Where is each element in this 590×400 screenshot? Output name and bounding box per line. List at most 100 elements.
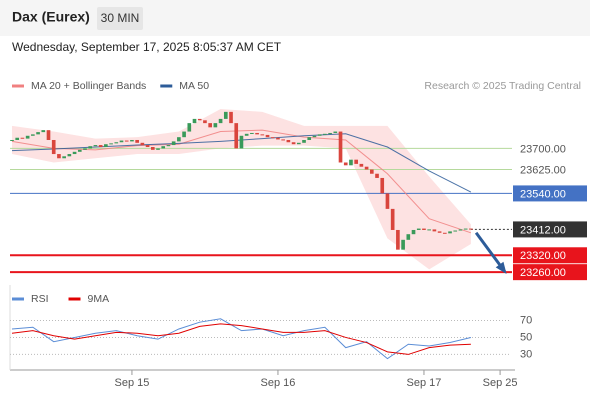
candle bbox=[427, 229, 431, 231]
legend-label: MA 50 bbox=[179, 80, 209, 92]
candle bbox=[150, 147, 155, 150]
price-label: 23320.00 bbox=[520, 250, 566, 262]
legend-label: 9MA bbox=[88, 293, 110, 305]
candle bbox=[270, 137, 275, 139]
candle bbox=[25, 135, 30, 139]
y-tick-label: 50 bbox=[520, 331, 532, 343]
y-tick-label: 70 bbox=[520, 314, 532, 326]
candle bbox=[88, 146, 93, 149]
candle bbox=[145, 145, 150, 148]
candle bbox=[192, 118, 197, 124]
candle bbox=[349, 159, 353, 166]
candle bbox=[46, 130, 51, 140]
title: Dax (Eurex) bbox=[12, 9, 90, 25]
candle bbox=[448, 231, 452, 234]
y-tick-label: 30 bbox=[520, 348, 532, 360]
candle bbox=[218, 118, 223, 124]
timeframe[interactable]: 30 MIN bbox=[101, 11, 140, 25]
price-label-box bbox=[513, 247, 587, 264]
candle bbox=[36, 132, 40, 135]
candle bbox=[302, 139, 306, 143]
candle bbox=[359, 163, 364, 167]
price-label-box bbox=[513, 221, 587, 238]
candle bbox=[411, 229, 416, 235]
candle bbox=[401, 239, 405, 250]
candle bbox=[260, 134, 265, 136]
price-label: 23625.00 bbox=[520, 164, 566, 176]
candle bbox=[57, 154, 61, 159]
candle bbox=[223, 111, 228, 119]
candle bbox=[432, 229, 437, 232]
date: Wednesday, September 17, 2025 8:05:37 AM… bbox=[12, 40, 282, 54]
price-label-box bbox=[513, 264, 587, 281]
candle bbox=[291, 142, 296, 145]
price-label: 23260.00 bbox=[520, 267, 566, 279]
candle bbox=[239, 135, 244, 149]
legend-label: RSI bbox=[31, 293, 49, 305]
candle bbox=[416, 228, 421, 230]
candle bbox=[166, 145, 171, 147]
candle bbox=[130, 139, 134, 142]
candle bbox=[333, 131, 338, 133]
candle bbox=[213, 123, 218, 128]
price-label: 23540.00 bbox=[520, 188, 566, 200]
candle bbox=[328, 132, 332, 134]
candle bbox=[41, 130, 46, 133]
candle bbox=[177, 137, 181, 142]
series-line bbox=[11, 318, 472, 360]
candle bbox=[119, 140, 124, 143]
candle bbox=[171, 141, 176, 146]
candle bbox=[93, 145, 98, 147]
credit: Research © 2025 Trading Central bbox=[424, 80, 581, 92]
candle bbox=[208, 123, 212, 128]
x-tick-label: Sep 16 bbox=[261, 377, 296, 389]
candle bbox=[380, 177, 385, 194]
price-label: 23700.00 bbox=[520, 143, 566, 155]
candle bbox=[229, 111, 233, 124]
candle bbox=[312, 135, 317, 138]
candle bbox=[396, 229, 400, 250]
candle bbox=[20, 137, 25, 139]
series-line bbox=[11, 323, 471, 355]
candle bbox=[255, 132, 259, 135]
candle bbox=[161, 146, 166, 149]
price-label-box bbox=[513, 161, 587, 178]
candle bbox=[442, 232, 447, 234]
candle bbox=[67, 154, 72, 157]
x-tick-label: Sep 15 bbox=[114, 377, 149, 389]
candle bbox=[385, 193, 390, 209]
candle bbox=[244, 133, 249, 136]
candle bbox=[72, 151, 77, 155]
candle bbox=[296, 142, 301, 145]
candle bbox=[182, 131, 186, 138]
candle bbox=[317, 134, 322, 136]
timeframe-button[interactable] bbox=[97, 7, 143, 30]
candle bbox=[51, 139, 56, 155]
candle bbox=[406, 234, 411, 240]
legend-label: MA 20 + Bollinger Bands bbox=[31, 80, 146, 92]
candle bbox=[135, 139, 139, 143]
candle bbox=[265, 134, 270, 138]
candle bbox=[323, 133, 327, 135]
candle bbox=[203, 120, 207, 124]
candle bbox=[83, 148, 87, 150]
candle bbox=[62, 156, 66, 159]
price-label-box bbox=[513, 140, 587, 157]
candle bbox=[234, 123, 239, 149]
candle bbox=[369, 169, 374, 174]
projection-arrowhead bbox=[495, 261, 507, 275]
candle bbox=[469, 228, 473, 230]
candle bbox=[364, 166, 369, 170]
candle bbox=[375, 173, 379, 178]
x-tick-label: Sep 25 bbox=[483, 377, 518, 389]
candle bbox=[453, 230, 458, 232]
price-label: 23412.00 bbox=[520, 224, 566, 236]
candle bbox=[109, 143, 113, 145]
candle bbox=[124, 140, 129, 142]
x-tick-label: Sep 17 bbox=[407, 377, 442, 389]
candle bbox=[104, 144, 108, 148]
candle bbox=[286, 139, 291, 143]
price-label-box bbox=[513, 185, 587, 202]
ma-line bbox=[11, 129, 472, 234]
